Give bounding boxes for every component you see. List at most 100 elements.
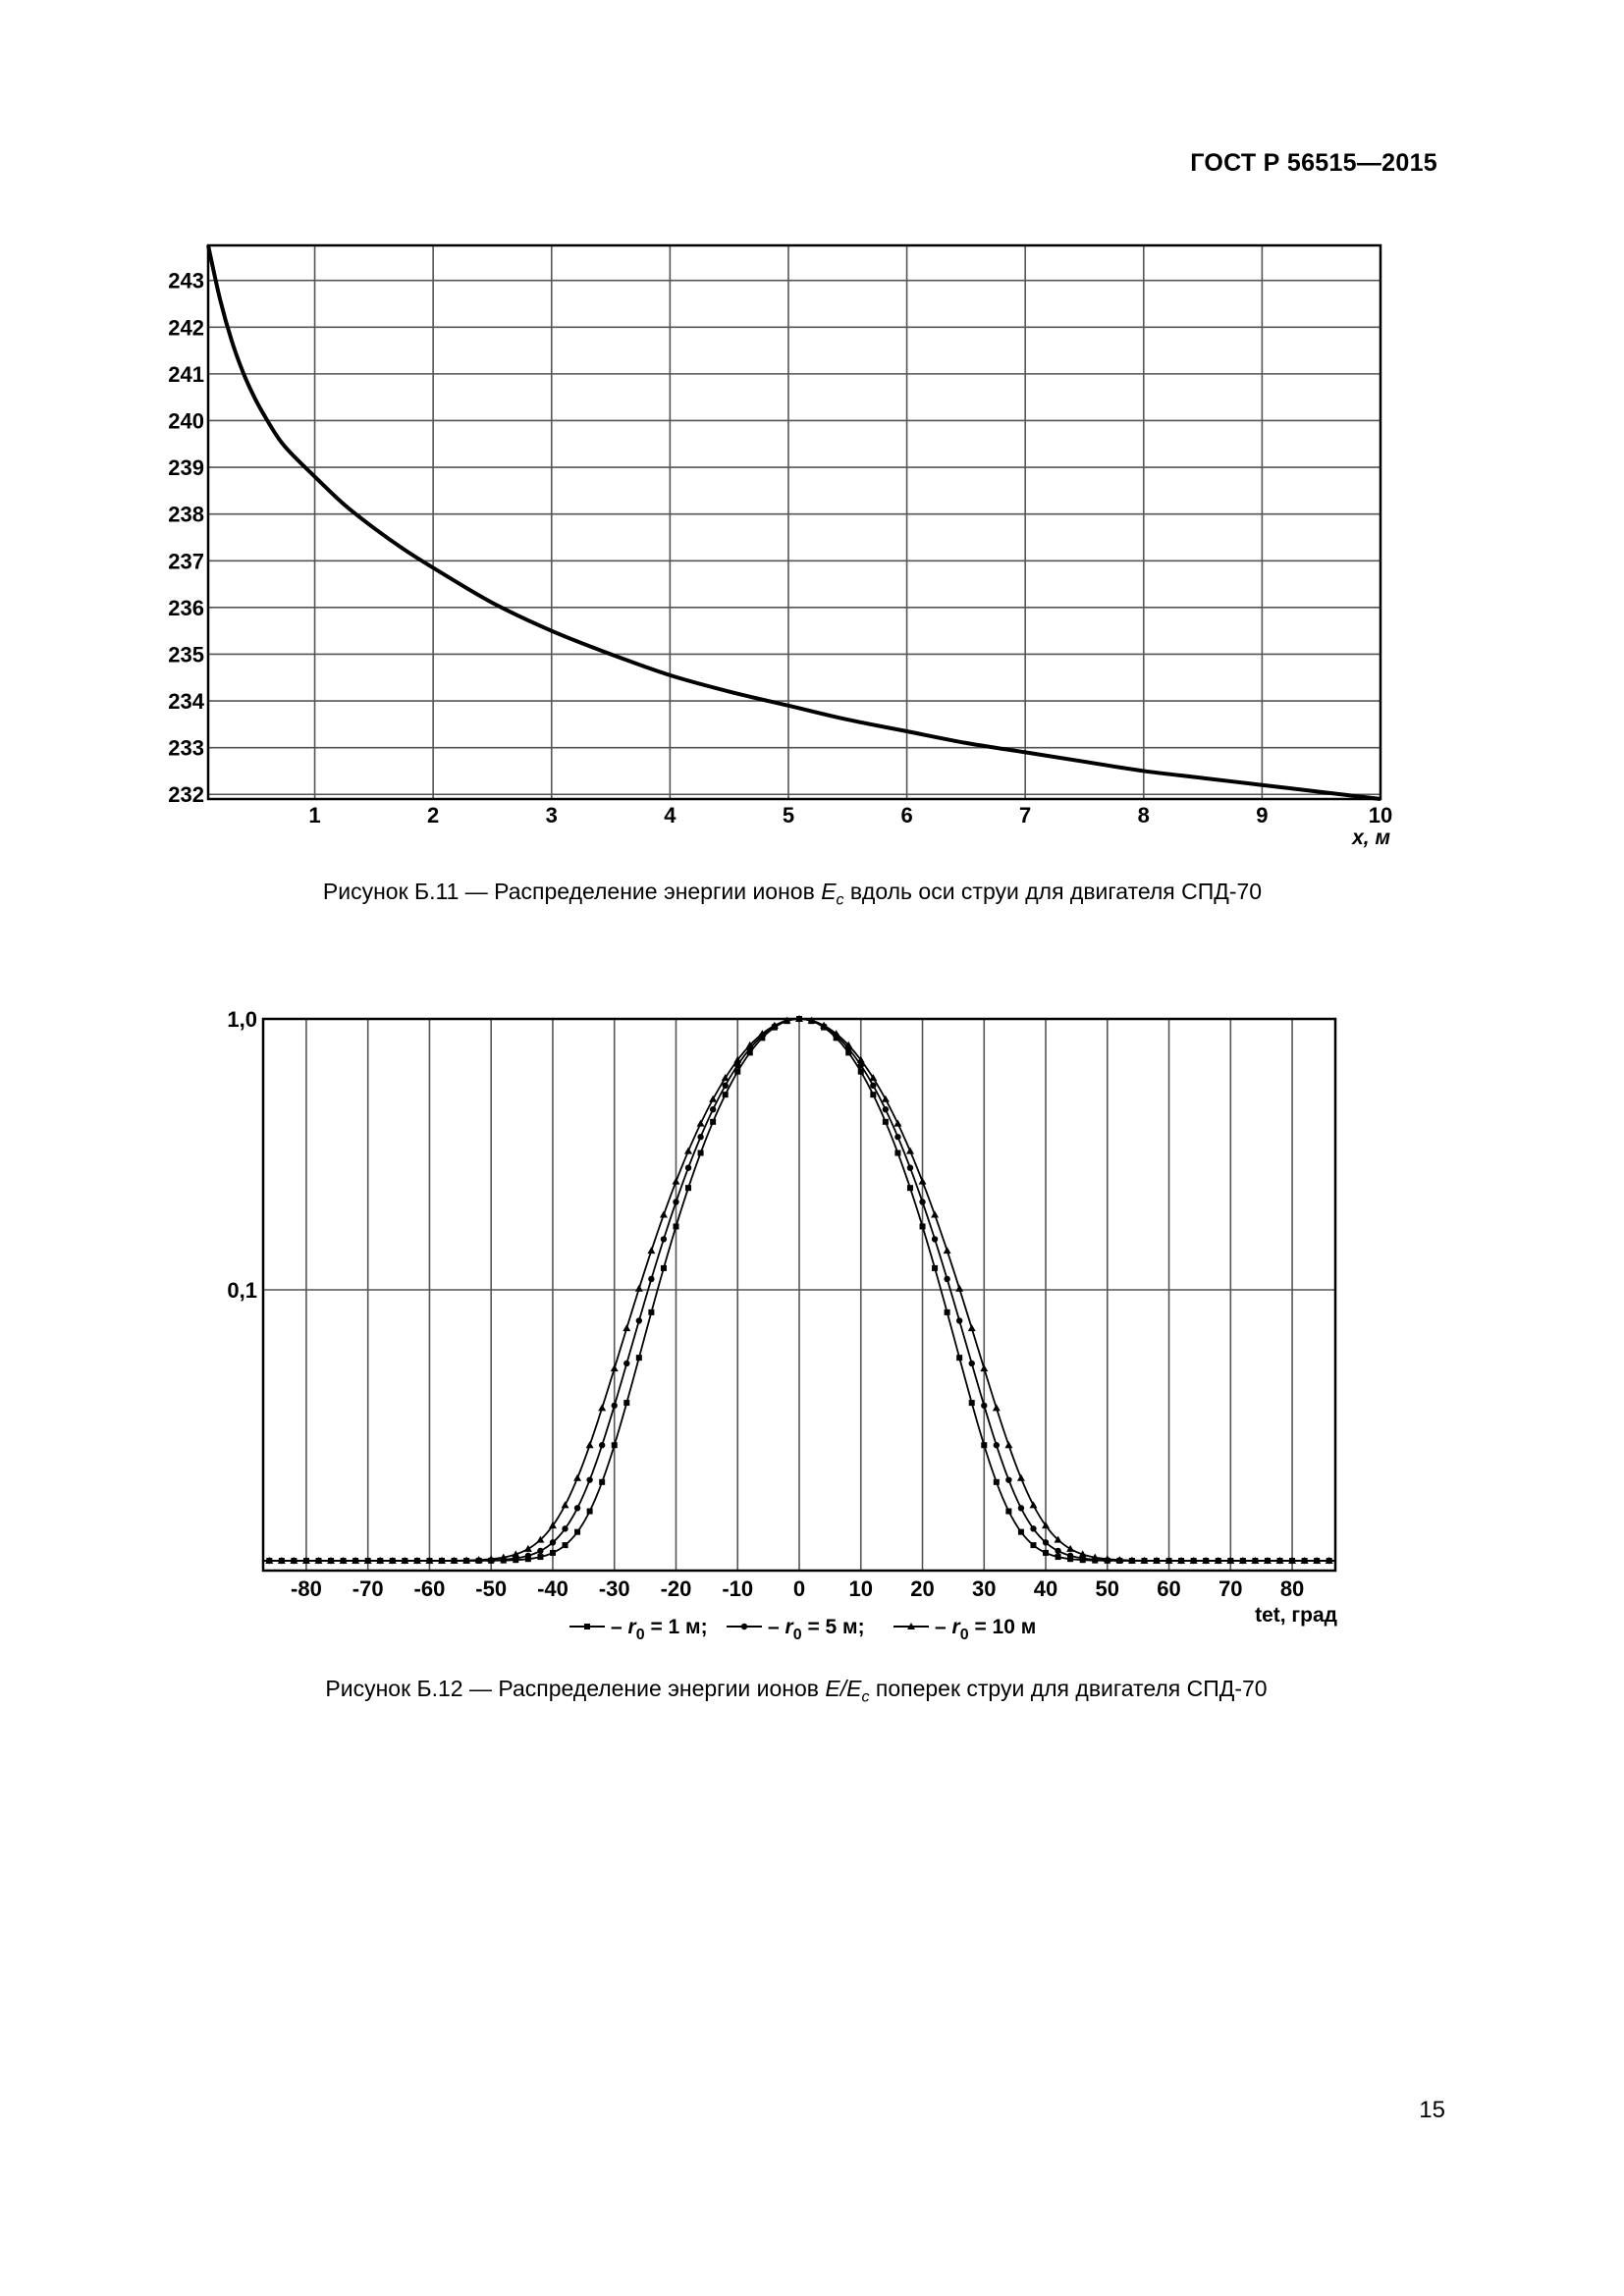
page-number: 15 (1419, 2097, 1445, 2123)
chart2-data-point (314, 1557, 323, 1564)
chart1-x-tick-label: 1 (308, 803, 320, 828)
figure-caption-b11: Рисунок Б.11 — Распределение энергии ион… (0, 879, 1604, 910)
chart2-data-point (290, 1557, 298, 1564)
chart2-grid (263, 1018, 1335, 1571)
chart2-data-point (561, 1501, 569, 1509)
chart2-data-point (696, 1119, 705, 1127)
chart2-x-tick-label: -40 (537, 1576, 568, 1601)
legend-marker (740, 1623, 748, 1630)
chart1-y-tick-label: 235 (168, 642, 204, 667)
chart2-data-point (1067, 1556, 1074, 1563)
chart2-x-tick-labels: -80 -70 -60 -50 -40 -30 -20 -10 0 10 20 30 40 50 60 70 8… (291, 1576, 1304, 1601)
chart2-data-point (734, 1061, 741, 1069)
chart2-data-point (1029, 1501, 1038, 1509)
chart2-data-point (980, 1364, 989, 1372)
caption-text: Рисунок Б.11 — Распределение энергии ион… (322, 879, 822, 904)
chart2-data-point (968, 1400, 975, 1407)
caption-subscript: c (836, 891, 844, 909)
chart2-data-point (611, 1402, 618, 1410)
chart2-data-point (721, 1074, 730, 1082)
chart2-data-point (611, 1442, 618, 1449)
chart2-data-point (722, 1092, 729, 1098)
chart2-legend-item: – r0 = 5 м; (727, 1616, 865, 1643)
chart2-data-point (685, 1185, 692, 1192)
chart2-data-point (647, 1247, 656, 1255)
chart2-data-point (1202, 1556, 1211, 1564)
chart2-data-point (1251, 1557, 1260, 1564)
chart2-data-point (869, 1074, 878, 1082)
chart2-data-point (697, 1149, 704, 1156)
chart1-y-tick-label: 240 (168, 408, 204, 433)
chart2-data-point (265, 1557, 274, 1564)
chart2-data-point (623, 1324, 631, 1332)
chart2-x-tick-label: 30 (972, 1576, 996, 1601)
chart2-data-point (659, 1210, 668, 1218)
chart2-data-point (536, 1535, 545, 1543)
chart2-data-point (438, 1556, 446, 1564)
chart2-data-point (882, 1106, 890, 1113)
chart2-x-tick-label: 40 (1034, 1576, 1057, 1601)
document-id: ГОСТ Р 56515—2015 (1190, 149, 1437, 177)
chart1-x-tick-label: 8 (1138, 803, 1150, 828)
chart2-data-point (574, 1528, 581, 1535)
caption-text: Рисунок Б.12 — Распределение энергии ион… (325, 1676, 826, 1701)
chart2-data-point (462, 1556, 471, 1564)
chart2-x-tick-label: 50 (1096, 1576, 1119, 1601)
chart2-data-point (1214, 1556, 1222, 1564)
chart2-data-point (1313, 1557, 1322, 1564)
chart2-data-point (943, 1247, 951, 1255)
chart2-data-point (894, 1134, 901, 1141)
chart2-data-point (1140, 1556, 1149, 1564)
legend-marker (584, 1624, 590, 1629)
chart2-data-point (745, 1041, 754, 1048)
chart2-x-axis-label: tet, град (1255, 1604, 1337, 1627)
chart2-data-point (684, 1147, 693, 1154)
chart2-data-point (1238, 1556, 1247, 1564)
chart2-data-point (401, 1556, 409, 1564)
chart2-data-point (992, 1404, 1001, 1412)
chart2-data-point (562, 1525, 568, 1532)
chart2-data-point (709, 1095, 718, 1102)
chart2-data-point (710, 1118, 717, 1125)
chart2-data-point (623, 1360, 630, 1367)
chart2-data-point (944, 1308, 950, 1315)
chart2-data-point (820, 1021, 829, 1029)
chart2-data-point (277, 1557, 286, 1564)
chart2-data-point (1153, 1556, 1161, 1564)
chart2-data-point (722, 1082, 729, 1090)
chart2-data-point (770, 1021, 779, 1029)
caption-text: вдоль оси струи для двигателя СПД-70 (843, 879, 1263, 904)
chart2-data-point (857, 1068, 864, 1075)
chart2-data-point (684, 1164, 692, 1171)
chart1-y-tick-labels: 232 233 234 235 236 237 238 239 240 241 242 243 (168, 269, 204, 808)
chart2-data-point (919, 1223, 926, 1230)
chart2-data-point (1263, 1557, 1272, 1564)
chart2-data-point (635, 1317, 643, 1324)
chart2-data-point (673, 1199, 679, 1205)
chart2-data-point (1288, 1557, 1297, 1564)
chart2-data-point (450, 1556, 459, 1564)
chart1-x-axis-label: x, м (1351, 827, 1390, 849)
chart2-x-tick-label: 0 (793, 1576, 805, 1601)
chart2-legend-item: – r0 = 1 м; (569, 1616, 708, 1643)
chart2-data-point (1066, 1544, 1075, 1552)
chart2-data-point (499, 1553, 508, 1561)
chart2-data-point (586, 1476, 593, 1483)
chart2-data-point (944, 1275, 950, 1283)
chart2-data-point (524, 1556, 531, 1563)
chart1-y-tick-label: 238 (168, 503, 204, 527)
chart2-data-point (1017, 1505, 1025, 1512)
chart2-data-point (918, 1177, 927, 1185)
chart2-data-point (981, 1402, 988, 1410)
chart2-data-point (523, 1544, 532, 1552)
chart2-data-point (905, 1147, 914, 1154)
chart1-y-tick-label: 236 (168, 596, 204, 620)
chart1-x-tick-label: 3 (546, 803, 558, 828)
chart2-data-point (1078, 1550, 1087, 1558)
chart2-data-point (573, 1473, 582, 1481)
chart2-x-tick-label: 60 (1157, 1576, 1180, 1601)
chart1-y-tick-label: 239 (168, 455, 204, 480)
chart2-data-point (856, 1055, 865, 1063)
chart1-y-tick-label: 241 (168, 362, 204, 387)
